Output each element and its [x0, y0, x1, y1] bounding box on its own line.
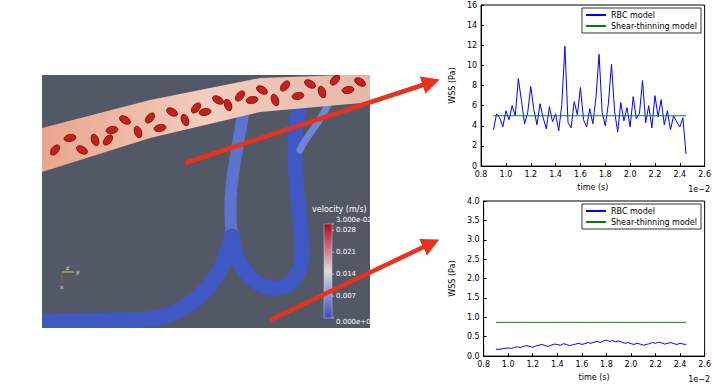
svg-text:8: 8	[472, 81, 477, 90]
svg-text:1.4: 1.4	[551, 360, 564, 369]
svg-text:1.5: 1.5	[467, 293, 480, 302]
svg-text:0.021: 0.021	[336, 248, 356, 256]
svg-text:y: y	[76, 268, 80, 276]
svg-text:time (s): time (s)	[579, 373, 610, 382]
svg-text:WSS (Pa): WSS (Pa)	[448, 67, 457, 103]
svg-text:velocity (m/s): velocity (m/s)	[312, 205, 367, 214]
svg-text:RBC model: RBC model	[611, 207, 655, 216]
svg-text:z: z	[66, 264, 69, 271]
svg-text:1.6: 1.6	[574, 170, 587, 179]
svg-text:Shear-thinning model: Shear-thinning model	[611, 22, 697, 31]
svg-text:0.000e+00: 0.000e+00	[336, 318, 375, 326]
svg-text:0.007: 0.007	[336, 292, 356, 300]
svg-text:0.8: 0.8	[477, 360, 490, 369]
svg-text:16: 16	[467, 1, 477, 10]
svg-text:2.0: 2.0	[467, 274, 480, 283]
svg-text:2.5: 2.5	[467, 255, 480, 264]
svg-text:1.0: 1.0	[500, 170, 513, 179]
svg-text:RBC model: RBC model	[611, 11, 655, 20]
svg-text:1.0: 1.0	[467, 313, 480, 322]
svg-text:2.4: 2.4	[674, 360, 687, 369]
svg-text:2.2: 2.2	[649, 170, 662, 179]
svg-text:2: 2	[472, 141, 477, 150]
svg-text:3.000e-02: 3.000e-02	[336, 216, 372, 224]
svg-text:3.0: 3.0	[467, 235, 480, 244]
svg-text:1.6: 1.6	[575, 360, 588, 369]
svg-text:1.0: 1.0	[502, 360, 515, 369]
svg-text:Shear-thinning model: Shear-thinning model	[611, 218, 697, 227]
svg-text:14: 14	[467, 21, 477, 30]
svg-text:0.014: 0.014	[336, 270, 357, 278]
svg-text:2.2: 2.2	[649, 360, 662, 369]
svg-text:0.8: 0.8	[475, 170, 488, 179]
svg-text:10: 10	[467, 61, 477, 70]
svg-text:0.028: 0.028	[336, 226, 356, 234]
svg-text:1.8: 1.8	[600, 360, 613, 369]
svg-text:1e−2: 1e−2	[688, 185, 710, 194]
svg-text:0: 0	[472, 161, 478, 171]
svg-text:1.2: 1.2	[526, 360, 539, 369]
svg-text:1.8: 1.8	[599, 170, 612, 179]
svg-text:3.5: 3.5	[467, 216, 480, 225]
svg-text:WSS (Pa): WSS (Pa)	[448, 260, 457, 296]
svg-text:1.2: 1.2	[524, 170, 537, 179]
svg-text:time (s): time (s)	[577, 183, 608, 192]
svg-text:6: 6	[472, 101, 477, 110]
svg-text:1e−2: 1e−2	[688, 375, 710, 384]
svg-text:2.6: 2.6	[698, 360, 711, 369]
svg-text:x: x	[60, 283, 64, 290]
svg-text:1.4: 1.4	[549, 170, 562, 179]
svg-text:4: 4	[472, 121, 477, 130]
svg-text:0.5: 0.5	[467, 332, 480, 341]
svg-text:2.0: 2.0	[624, 170, 637, 179]
svg-text:2.4: 2.4	[673, 170, 686, 179]
svg-text:0.0: 0.0	[466, 351, 480, 361]
svg-text:4.0: 4.0	[467, 197, 480, 206]
svg-text:2.6: 2.6	[698, 170, 711, 179]
svg-text:2.0: 2.0	[625, 360, 638, 369]
svg-text:12: 12	[467, 41, 477, 50]
